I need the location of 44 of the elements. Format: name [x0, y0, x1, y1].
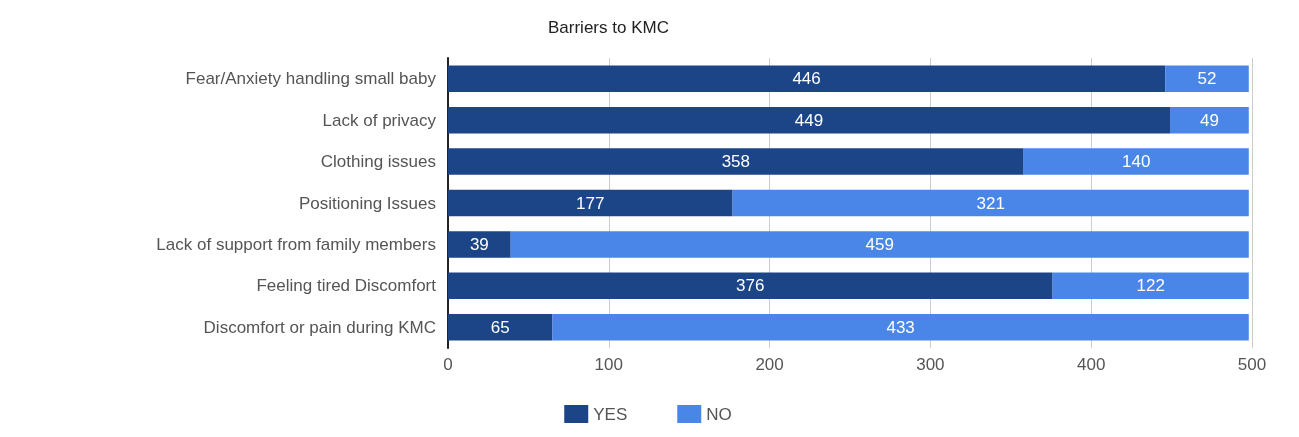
- y-tick-label: Feeling tired Discomfort: [256, 276, 437, 296]
- x-tick-label: 200: [755, 355, 784, 374]
- y-tick-label: Positioning Issues: [298, 193, 436, 213]
- bar: [1052, 272, 1249, 300]
- data-label: 376: [736, 276, 765, 296]
- data-label: 177: [576, 193, 605, 213]
- bar: [1165, 65, 1249, 92]
- bar: [552, 314, 1249, 341]
- bar: [1023, 148, 1249, 175]
- bar: [732, 189, 1249, 217]
- bar: [448, 272, 1053, 300]
- data-label: 122: [1136, 276, 1165, 296]
- bar: [448, 106, 1170, 134]
- y-tick-label: Lack of support from family members: [156, 234, 436, 254]
- x-tick-label: 0: [443, 355, 453, 374]
- bar: [448, 189, 733, 217]
- data-label: 39: [469, 234, 489, 254]
- x-tick-label: 300: [916, 355, 945, 374]
- y-tick-label: Clothing issues: [320, 152, 436, 172]
- y-tick-label: Discomfort or pain during KMC: [203, 317, 436, 337]
- data-label: 65: [490, 317, 510, 337]
- data-label: 446: [792, 69, 821, 89]
- data-label: 459: [865, 234, 894, 254]
- bar: [448, 231, 511, 258]
- chart-title: Barriers to KMC: [548, 18, 669, 37]
- data-label: 449: [794, 110, 824, 130]
- bar: [448, 314, 553, 341]
- data-label: 433: [886, 317, 915, 337]
- x-tick-label: 400: [1077, 355, 1106, 374]
- y-tick-label: Fear/Anxiety handling small baby: [185, 69, 437, 89]
- legend-label: NO: [706, 404, 732, 424]
- bar: [1169, 106, 1249, 134]
- data-label: 358: [721, 152, 751, 172]
- data-label: 52: [1197, 69, 1217, 89]
- bar: [448, 65, 1166, 92]
- bar: [510, 231, 1249, 258]
- x-tick-label: 100: [594, 355, 623, 374]
- y-tick-label: Lack of privacy: [322, 110, 437, 130]
- legend-label: YES: [593, 404, 628, 424]
- data-label: 140: [1122, 152, 1151, 172]
- data-label: 321: [976, 193, 1005, 213]
- bar: [448, 148, 1024, 175]
- data-label: 49: [1199, 110, 1219, 130]
- x-tick-label: 500: [1237, 355, 1267, 374]
